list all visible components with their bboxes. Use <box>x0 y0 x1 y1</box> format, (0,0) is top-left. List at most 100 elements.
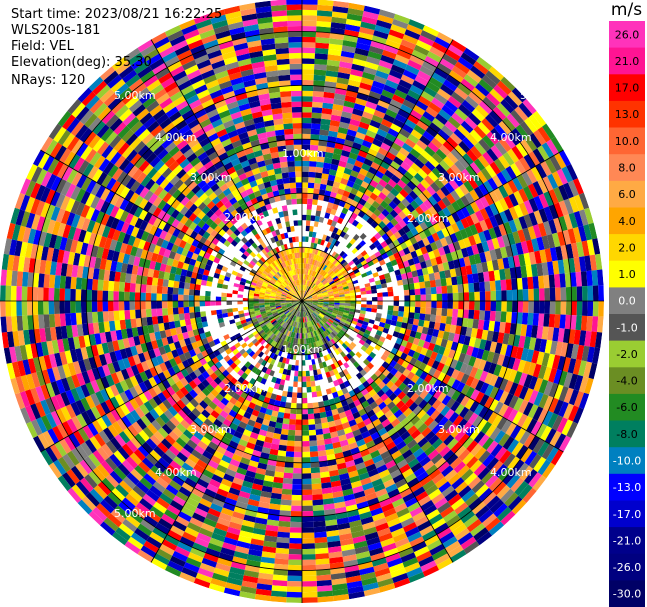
range-gate <box>311 277 316 283</box>
range-gate <box>350 170 359 178</box>
range-gate <box>468 91 483 105</box>
range-gate <box>390 259 398 267</box>
range-gate <box>302 290 304 296</box>
range-gate <box>473 253 482 264</box>
range-gate <box>528 376 538 390</box>
range-gate <box>543 366 552 381</box>
range-gate <box>478 138 491 152</box>
range-gate <box>329 225 335 232</box>
range-gate <box>302 160 310 167</box>
range-gate <box>447 260 455 270</box>
range-gate <box>323 157 333 164</box>
range-gate <box>310 282 315 288</box>
range-gate <box>325 207 332 214</box>
range-gate <box>523 252 531 266</box>
range-gate <box>360 21 376 31</box>
range-gate <box>340 116 351 124</box>
range-gate <box>455 325 462 335</box>
range-gate <box>317 396 324 403</box>
range-gate <box>306 296 313 300</box>
range-gate <box>420 333 427 341</box>
range-gate <box>456 209 466 221</box>
range-gate <box>390 64 406 75</box>
range-gate <box>517 229 526 243</box>
range-gate <box>472 174 483 187</box>
range-gate <box>345 266 352 272</box>
range-gate <box>451 65 467 79</box>
range-gate <box>561 166 573 183</box>
range-gate <box>336 272 343 278</box>
range-gate <box>485 70 501 85</box>
range-gate <box>491 352 500 365</box>
range-gate <box>311 123 321 130</box>
range-gate <box>461 247 469 258</box>
range-gate <box>392 118 405 129</box>
range-gate <box>311 253 315 260</box>
range-gate <box>493 225 502 238</box>
range-gate <box>356 253 364 260</box>
range-gate <box>327 268 333 275</box>
range-gate <box>303 263 306 269</box>
range-gate <box>407 133 420 144</box>
range-gate <box>381 283 388 289</box>
range-gate <box>306 302 313 306</box>
range-gate <box>313 69 327 76</box>
range-gate <box>306 269 309 275</box>
range-gate <box>504 322 512 334</box>
range-gate <box>302 96 313 102</box>
range-gate <box>306 274 309 281</box>
range-gate <box>424 55 440 68</box>
range-gate <box>313 520 326 528</box>
range-gate <box>451 222 460 233</box>
range-gate <box>399 188 409 198</box>
range-gate <box>563 214 573 230</box>
range-gate <box>410 162 422 173</box>
range-gate <box>579 256 587 272</box>
range-gate <box>499 198 509 212</box>
range-gate <box>515 266 522 279</box>
range-gate <box>429 46 445 59</box>
range-gate <box>572 359 582 375</box>
range-gate <box>422 111 436 123</box>
range-gate <box>343 239 350 247</box>
range-gate <box>348 175 357 183</box>
range-gate <box>280 396 287 403</box>
range-gate <box>327 135 337 143</box>
range-gate <box>441 104 455 117</box>
range-gate <box>311 117 322 124</box>
range-gate <box>320 277 325 282</box>
range-gate <box>315 558 330 565</box>
range-gate <box>327 277 333 282</box>
range-gate <box>352 226 360 234</box>
range-gate <box>470 212 480 225</box>
range-gate <box>302 171 309 178</box>
range-gate <box>418 275 425 283</box>
range-gate <box>373 208 382 217</box>
range-gate <box>327 230 333 237</box>
range-gate <box>484 217 494 230</box>
range-gate <box>316 26 331 33</box>
range-gate <box>377 14 394 24</box>
range-gate <box>436 189 446 200</box>
range-gate <box>352 165 362 173</box>
range-gate <box>419 313 426 321</box>
range-gate <box>302 575 317 582</box>
range-gate <box>509 323 517 335</box>
range-gate <box>321 270 326 276</box>
range-gate <box>555 341 563 356</box>
range-gate <box>533 377 544 392</box>
range-gate <box>394 54 410 65</box>
range-gate <box>302 521 314 528</box>
range-gate <box>302 591 318 598</box>
range-gate <box>357 210 366 219</box>
range-gate <box>281 423 289 430</box>
range-gate <box>302 387 307 393</box>
range-gate <box>507 232 516 246</box>
range-gate <box>347 8 364 17</box>
range-gate <box>460 217 470 229</box>
range-gate <box>302 9 318 16</box>
range-gate <box>422 341 431 350</box>
range-gate <box>330 22 346 30</box>
range-gate <box>483 320 490 331</box>
range-gate <box>248 301 254 304</box>
